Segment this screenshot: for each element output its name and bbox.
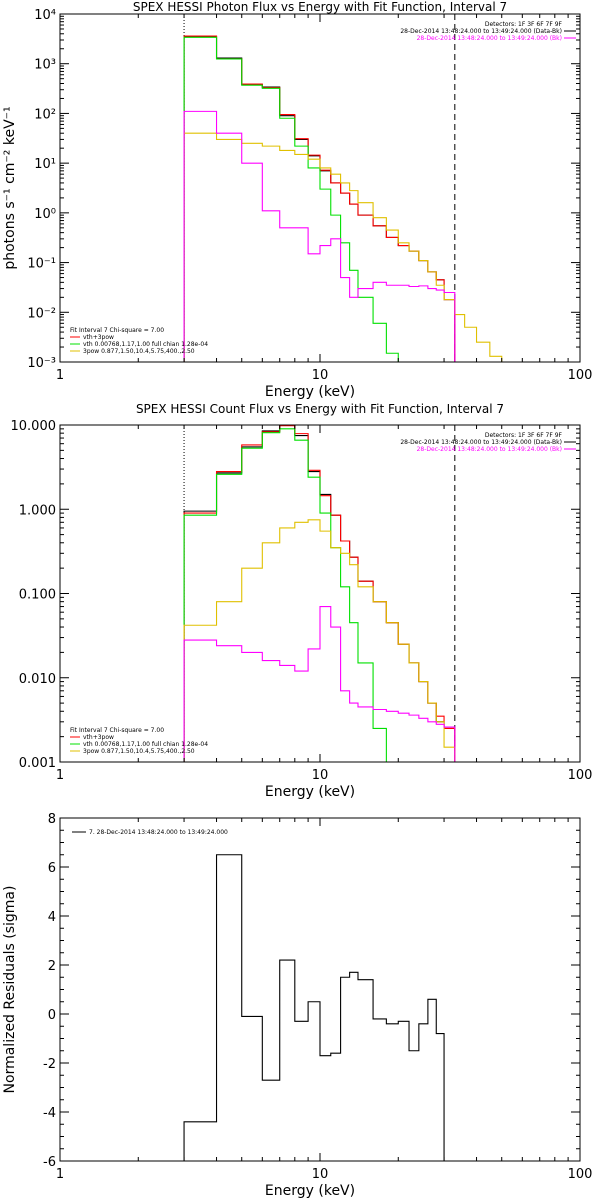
header-text: Detectors: 1F 3F 6F 7F 9F bbox=[485, 432, 563, 439]
x-tick-label: 10 bbox=[312, 768, 329, 783]
x-axis-label: Energy (keV) bbox=[265, 784, 355, 800]
y-axis-label: photons s⁻¹ cm⁻² keV⁻¹ bbox=[2, 106, 18, 269]
panel-2: SPEX HESSI Count Flux vs Energy with Fit… bbox=[11, 402, 593, 800]
x-tick-label: 1 bbox=[56, 768, 64, 783]
y-axis-label: Normalized Residuals (sigma) bbox=[2, 886, 18, 1094]
x-axis-label: Energy (keV) bbox=[265, 1183, 355, 1199]
series-group bbox=[183, 854, 445, 1161]
series-line bbox=[183, 519, 456, 762]
x-tick-label: 100 bbox=[568, 1167, 593, 1182]
legend-label: vth 0.00768,1.17,1.00 full chian 1.28e-0… bbox=[83, 741, 208, 748]
series-line bbox=[183, 428, 387, 762]
y-tick-label: -4 bbox=[43, 1106, 56, 1121]
series-line bbox=[183, 36, 456, 362]
y-tick-label: 10⁰ bbox=[34, 207, 56, 222]
x-tick-label: 1 bbox=[56, 368, 64, 383]
x-axis-label: Energy (keV) bbox=[265, 384, 355, 400]
header-text: 28-Dec-2014 13:48:24.000 to 13:49:24.000… bbox=[400, 28, 562, 35]
plot-frame bbox=[59, 817, 581, 1162]
series-line bbox=[183, 132, 503, 362]
legend-header: Fit Interval 7 Chi-square = 7.00 bbox=[70, 727, 164, 734]
y-tick-label: 10³ bbox=[34, 58, 56, 73]
y-tick-label: -6 bbox=[43, 1155, 56, 1170]
y-tick-label: 8 bbox=[48, 812, 56, 827]
y-tick-label: -2 bbox=[43, 1057, 56, 1072]
y-tick-label: 10⁴ bbox=[34, 8, 56, 23]
series-group bbox=[183, 425, 456, 762]
series-line bbox=[183, 854, 445, 1161]
series-line bbox=[183, 36, 410, 362]
series-line bbox=[183, 110, 456, 362]
y-tick-label: 1.000 bbox=[19, 503, 56, 518]
header-text: 28-Dec-2014 13:48:24.000 to 13:49:24.000… bbox=[417, 35, 562, 42]
y-tick-label: 10⁻¹ bbox=[27, 257, 56, 272]
legend-label: vth+3pow bbox=[83, 334, 114, 341]
header-text: 28-Dec-2014 13:48:24.000 to 13:49:24.000… bbox=[417, 446, 562, 453]
y-tick-label: 0 bbox=[48, 1008, 56, 1023]
x-tick-label: 10 bbox=[312, 1167, 329, 1182]
y-tick-label: 4 bbox=[48, 910, 56, 925]
legend-label: 7. 28-Dec-2014 13:48:24.000 to 13:49:24.… bbox=[89, 829, 228, 836]
legend-label: 3pow 0.877,1.50,10.4,5.75,400.,2.50 bbox=[83, 748, 195, 755]
y-tick-label: 10⁻² bbox=[27, 306, 56, 321]
panel-1: SPEX HESSI Photon Flux vs Energy with Fi… bbox=[2, 0, 592, 400]
chart-title: SPEX HESSI Photon Flux vs Energy with Fi… bbox=[133, 0, 507, 14]
y-tick-label: 2 bbox=[48, 959, 56, 974]
y-tick-label: 0.100 bbox=[19, 588, 56, 603]
legend-label: 3pow 0.877,1.50,10.4,5.75,400.,2.50 bbox=[83, 348, 195, 355]
header-text: Detectors: 1F 3F 6F 7F 9F bbox=[485, 21, 563, 28]
y-tick-label: 10⁻³ bbox=[27, 356, 56, 371]
legend-label: vth+3pow bbox=[83, 734, 114, 741]
x-tick-label: 1 bbox=[56, 1167, 64, 1182]
y-tick-label: 6 bbox=[48, 861, 56, 876]
x-tick-label: 10 bbox=[312, 368, 329, 383]
x-tick-label: 100 bbox=[568, 768, 593, 783]
y-tick-label: 10¹ bbox=[34, 157, 56, 172]
panel-3: 1 10 100 Energy (keV) -6 -4 -2 0 2 4 6 8 Normalized … bbox=[2, 812, 592, 1199]
header-text: 28-Dec-2014 13:48:24.000 to 13:49:24.000… bbox=[400, 439, 562, 446]
y-tick-label: 0.010 bbox=[19, 672, 56, 687]
legend-label: vth 0.00768,1.17,1.00 full chian 1.28e-0… bbox=[83, 341, 208, 348]
y-tick-label: 10² bbox=[34, 107, 56, 122]
legend-header: Fit Interval 7 Chi-square = 7.00 bbox=[70, 327, 164, 334]
series-line bbox=[183, 35, 456, 362]
x-tick-label: 100 bbox=[568, 368, 593, 383]
y-tick-label: 10.000 bbox=[11, 419, 57, 434]
y-tick-label: 0.001 bbox=[19, 756, 56, 771]
series-group bbox=[183, 35, 503, 362]
chart-title: SPEX HESSI Count Flux vs Energy with Fit… bbox=[136, 402, 504, 416]
series-line bbox=[183, 606, 456, 762]
